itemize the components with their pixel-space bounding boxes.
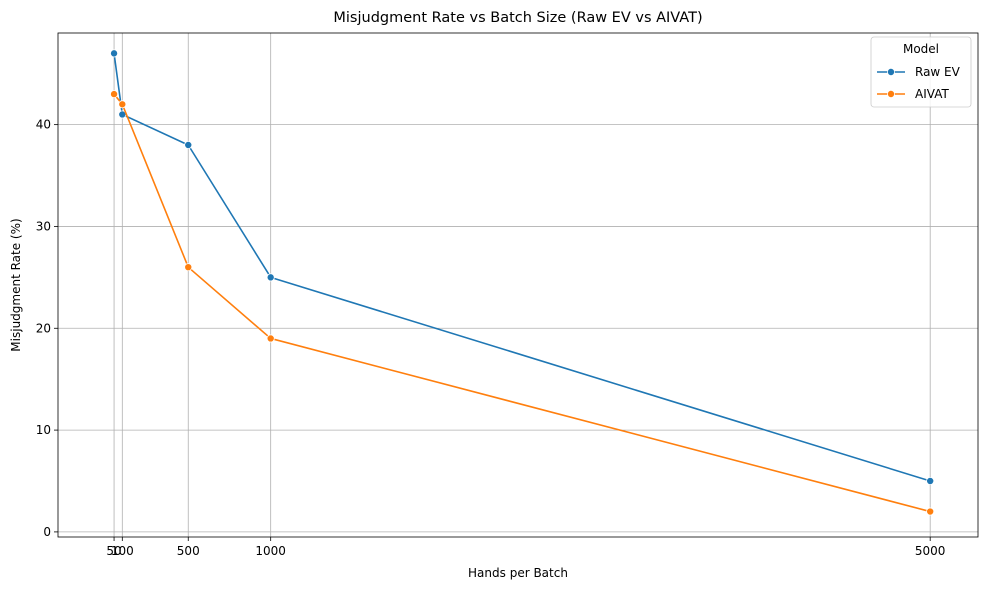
chart-title: Misjudgment Rate vs Batch Size (Raw EV v… — [333, 10, 702, 26]
legend-marker — [887, 90, 896, 99]
plot-frame — [57, 32, 979, 538]
legend-title: Model — [903, 42, 939, 56]
series-line — [113, 53, 931, 482]
y-tick-label: 0 — [43, 525, 51, 539]
data-point — [184, 263, 193, 272]
y-tick-label: 30 — [36, 219, 51, 233]
data-point — [926, 507, 935, 516]
legend-label: Raw EV — [915, 65, 961, 79]
series-line — [113, 93, 931, 513]
legend-marker — [887, 68, 896, 77]
x-axis-label: Hands per Batch — [468, 566, 568, 580]
data-point — [266, 334, 275, 343]
data-point — [926, 476, 935, 485]
y-axis-label: Misjudgment Rate (%) — [9, 218, 23, 351]
y-tick-label: 40 — [36, 118, 51, 132]
y-tick-label: 20 — [36, 321, 51, 335]
grid-lines — [58, 33, 978, 537]
data-point — [118, 100, 127, 109]
y-tick-label: 10 — [36, 423, 51, 437]
x-tick-label: 500 — [177, 544, 200, 558]
data-point — [110, 90, 119, 99]
x-tick-label: 50 — [106, 544, 121, 558]
x-tick-label: 1000 — [255, 544, 286, 558]
legend: Model Raw EV AIVAT — [870, 36, 972, 108]
data-point — [110, 49, 119, 58]
data-point — [266, 273, 275, 282]
x-tick-label: 5000 — [915, 544, 946, 558]
series-lines — [110, 49, 935, 516]
legend-label: AIVAT — [915, 87, 949, 101]
x-tick-label: 100 — [111, 544, 134, 558]
legend-box — [870, 36, 972, 108]
data-point — [184, 140, 193, 149]
